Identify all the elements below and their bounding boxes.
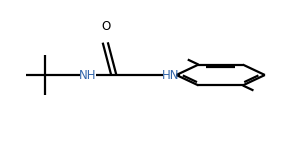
Text: NH: NH [79,69,96,81]
Text: HN: HN [162,69,180,81]
Text: O: O [102,20,111,33]
